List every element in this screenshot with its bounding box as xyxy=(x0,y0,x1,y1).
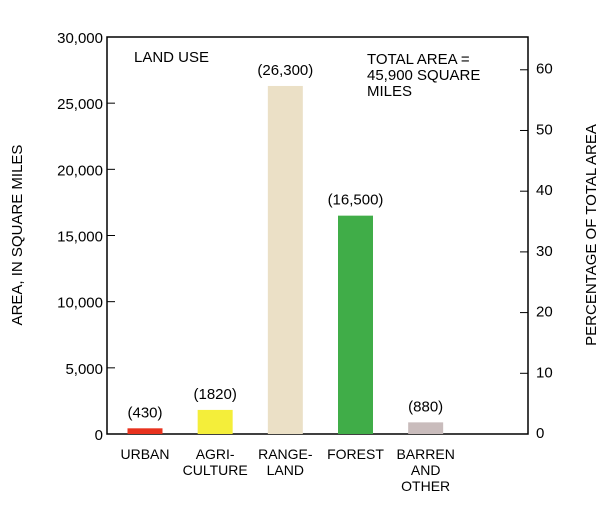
annotation: TOTAL AREA = 45,900 SQUARE MILES xyxy=(367,51,481,100)
y-tick-label: 25,000 xyxy=(57,96,103,113)
bar xyxy=(267,85,303,435)
bar xyxy=(338,215,373,434)
bar xyxy=(197,409,233,434)
y-axis-label: AREA, IN SQUARE MILES xyxy=(9,145,26,326)
y2-axis-label: PERCENTAGE OF TOTAL AREA xyxy=(583,124,600,346)
y-tick-label: 15,000 xyxy=(57,228,103,245)
value-label: (1820) xyxy=(193,386,236,403)
y2-tick-label: 30 xyxy=(536,243,553,260)
bar xyxy=(127,428,163,434)
y2-tick-label: 60 xyxy=(536,61,553,78)
value-label: (880) xyxy=(408,398,443,415)
value-label: (16,500) xyxy=(328,192,384,209)
y2-tick-label: 40 xyxy=(536,182,553,199)
x-tick-label: AGRI- CULTURE xyxy=(182,446,248,478)
x-tick-label: URBAN xyxy=(120,446,170,462)
x-tick-label: FOREST xyxy=(327,446,384,462)
value-label: (26,300) xyxy=(257,62,313,79)
y2-tick-label: 10 xyxy=(536,364,553,381)
y-tick-label: 5,000 xyxy=(65,361,103,378)
x-tick-label: BARREN AND OTHER xyxy=(396,446,455,494)
y-tick-label: 30,000 xyxy=(57,30,103,47)
annotation: LAND USE xyxy=(134,49,210,66)
value-label: (430) xyxy=(127,404,162,421)
y-tick-label: 0 xyxy=(95,427,103,444)
y2-tick-label: 20 xyxy=(536,304,553,321)
y2-tick-label: 0 xyxy=(536,425,544,442)
y2-tick-label: 50 xyxy=(536,121,553,138)
y-tick-label: 10,000 xyxy=(57,295,103,312)
y-tick-label: 20,000 xyxy=(57,162,103,179)
x-tick-label: RANGE- LAND xyxy=(258,446,313,478)
bar xyxy=(408,422,444,434)
